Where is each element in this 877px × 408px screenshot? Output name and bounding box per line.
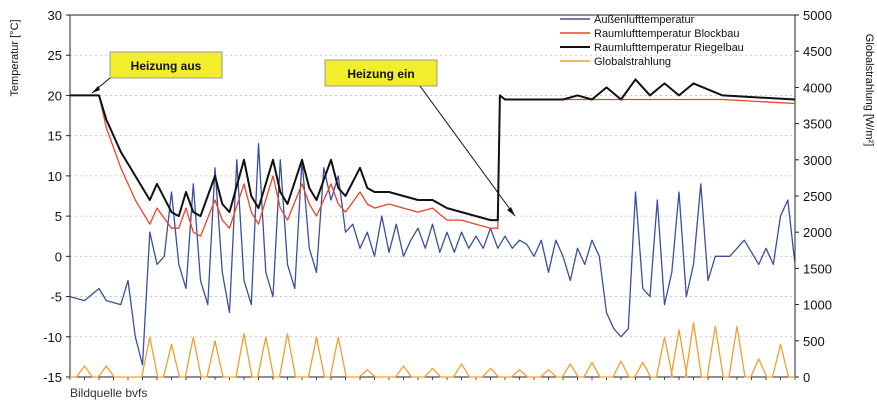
y-tick-left-0: 30 bbox=[48, 8, 62, 23]
series-line-2 bbox=[70, 78, 796, 222]
y-ticks-left: 30 25 20 15 10 5 0 -5 -10 -15 bbox=[43, 8, 70, 385]
y-tick-left-4: 10 bbox=[48, 169, 62, 184]
x-ticks bbox=[69, 377, 796, 380]
y-tick-left-2: 20 bbox=[48, 88, 62, 103]
y-tick-right-1: 4500 bbox=[803, 44, 832, 59]
annotation-heizung-ein: Heizung ein bbox=[324, 59, 516, 217]
annotation-arrowhead bbox=[92, 86, 100, 93]
y-tick-right-2: 4000 bbox=[803, 80, 832, 95]
y-tick-right-9: 500 bbox=[803, 334, 825, 349]
y-tick-left-1: 25 bbox=[48, 48, 62, 63]
annotation-text: Heizung aus bbox=[131, 59, 202, 73]
y-axis-title-left: Temperatur [°C] bbox=[9, 19, 21, 96]
y-tick-right-5: 2500 bbox=[803, 189, 832, 204]
y-tick-left-9: -15 bbox=[43, 370, 62, 385]
y-tick-left-8: -10 bbox=[43, 330, 62, 345]
annotation-arrow bbox=[419, 85, 516, 217]
y-tick-left-5: 5 bbox=[55, 209, 62, 224]
annotation-text: Heizung ein bbox=[347, 67, 414, 81]
legend-label-0: Außenlufttemperatur bbox=[594, 14, 695, 26]
series bbox=[69, 78, 796, 378]
annotation-heizung-aus: Heizung aus bbox=[91, 51, 223, 94]
series-line-3 bbox=[70, 322, 795, 378]
annotation-box bbox=[324, 59, 438, 87]
legend-label-2: Raumlufttemperatur Riegelbau bbox=[594, 42, 744, 54]
y-tick-left-3: 15 bbox=[48, 129, 62, 144]
series-1 bbox=[70, 94, 796, 237]
series-line-1 bbox=[70, 94, 796, 237]
y-tick-right-0: 5000 bbox=[803, 8, 832, 23]
y-tick-right-7: 1500 bbox=[803, 261, 832, 276]
series-0 bbox=[69, 143, 796, 366]
series-3 bbox=[70, 322, 795, 378]
series-line-0 bbox=[69, 143, 796, 366]
annotation-box bbox=[109, 51, 223, 79]
series-2 bbox=[70, 78, 796, 222]
y-axis-title-right: Globalstrahlung [W/m²] bbox=[863, 34, 875, 146]
legend-label-1: Raumlufttemperatur Blockbau bbox=[594, 28, 740, 40]
legend-label-3: Globalstrahlung bbox=[594, 56, 671, 68]
annotation-arrowhead bbox=[507, 207, 515, 216]
y-tick-right-4: 3000 bbox=[803, 153, 832, 168]
y-tick-right-3: 3500 bbox=[803, 117, 832, 132]
legend: Außenlufttemperatur Raumlufttemperatur B… bbox=[560, 14, 744, 68]
y-tick-right-10: 0 bbox=[803, 370, 810, 385]
y-tick-left-7: -5 bbox=[50, 290, 62, 305]
y-tick-left-6: 0 bbox=[55, 249, 62, 264]
image-caption: Bildquelle bvfs bbox=[70, 386, 148, 400]
y-tick-right-8: 1000 bbox=[803, 298, 832, 313]
y-tick-right-6: 2000 bbox=[803, 225, 832, 240]
